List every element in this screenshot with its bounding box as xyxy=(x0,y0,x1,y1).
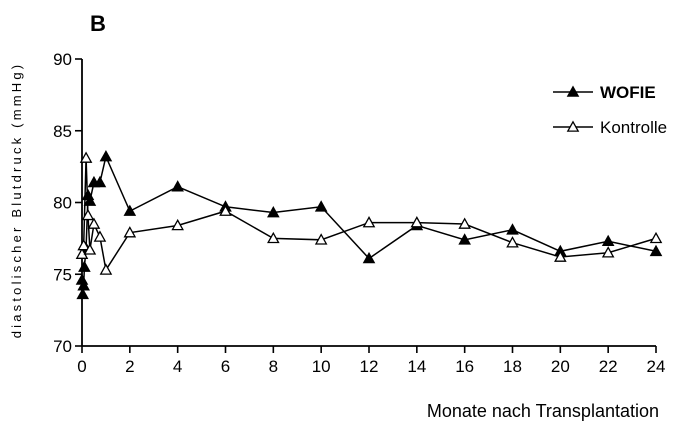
data-point xyxy=(506,236,519,248)
data-point xyxy=(123,204,137,216)
data-point xyxy=(506,223,519,235)
y-axis-label: diastolischer Blutdruck (mmHg) xyxy=(9,62,24,339)
data-point xyxy=(123,226,137,238)
y-tick-label: 85 xyxy=(53,122,72,141)
series-line xyxy=(81,157,657,272)
data-point xyxy=(601,234,615,247)
y-tick-label: 90 xyxy=(53,50,72,69)
x-tick-label: 18 xyxy=(503,357,522,376)
data-point xyxy=(458,217,471,229)
x-tick-label: 4 xyxy=(173,357,182,376)
data-point xyxy=(649,231,663,244)
data-point xyxy=(362,251,376,264)
data-point xyxy=(267,206,280,218)
data-point xyxy=(554,250,567,262)
x-axis-label: Monate nach Transplantation xyxy=(427,401,659,421)
data-point xyxy=(79,151,93,163)
data-point xyxy=(267,231,280,244)
series-layer xyxy=(75,150,663,300)
data-point xyxy=(649,244,663,257)
data-point xyxy=(314,233,328,245)
x-tick-label: 24 xyxy=(647,357,666,376)
x-tick-label: 10 xyxy=(312,357,331,376)
x-tick-label: 12 xyxy=(360,357,379,376)
data-point xyxy=(77,239,90,251)
data-point xyxy=(93,175,107,188)
data-point xyxy=(601,246,615,258)
x-tick-label: 8 xyxy=(269,357,278,376)
legend: WOFIE Kontrolle xyxy=(553,83,667,137)
legend-label: WOFIE xyxy=(600,83,656,102)
data-point xyxy=(171,218,184,231)
legend-marker xyxy=(566,85,580,97)
x-tick-label: 0 xyxy=(77,357,86,376)
data-point xyxy=(83,243,97,255)
data-point xyxy=(171,180,184,192)
data-point xyxy=(458,233,471,245)
y-tick-label: 75 xyxy=(53,265,72,284)
data-point xyxy=(81,208,95,221)
data-point xyxy=(314,200,328,212)
data-point xyxy=(77,279,90,291)
y-tick-label: 70 xyxy=(53,337,72,356)
panel-label: B xyxy=(90,11,106,36)
x-tick-label: 20 xyxy=(551,357,570,376)
data-point xyxy=(87,217,101,229)
legend-label: Kontrolle xyxy=(600,118,667,137)
data-point xyxy=(93,230,107,242)
y-tick-label: 80 xyxy=(53,194,72,213)
x-tick-label: 16 xyxy=(455,357,474,376)
data-point xyxy=(362,216,376,228)
series-1 xyxy=(75,151,663,275)
legend-marker xyxy=(566,120,580,132)
x-tick-label: 6 xyxy=(221,357,230,376)
data-point xyxy=(410,216,424,228)
data-point xyxy=(76,287,90,300)
x-tick-label: 2 xyxy=(125,357,134,376)
data-point xyxy=(99,150,113,162)
x-tick-label: 14 xyxy=(407,357,426,376)
x-tick-label: 22 xyxy=(599,357,618,376)
data-point xyxy=(99,263,113,275)
data-point xyxy=(219,204,232,216)
data-point xyxy=(78,260,91,272)
